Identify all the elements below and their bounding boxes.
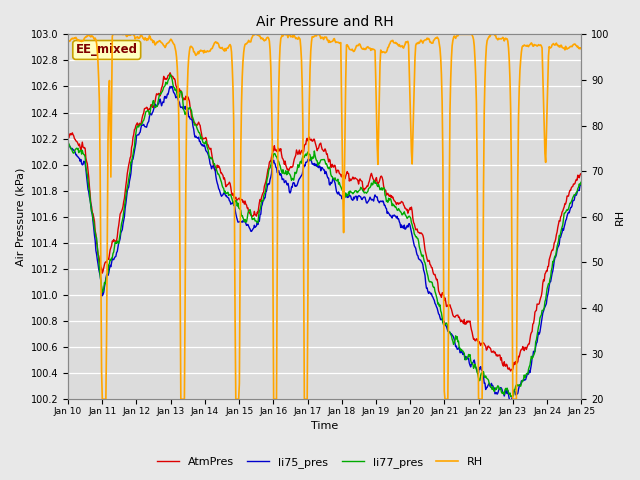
Title: Air Pressure and RH: Air Pressure and RH — [256, 15, 394, 29]
RH — [99, 396, 106, 402]
Line: RH: RH — [68, 35, 581, 399]
AtmPres — [74, 139, 81, 145]
RH — [403, 39, 411, 45]
RH — [74, 36, 81, 42]
li77_pres — [166, 72, 174, 77]
AtmPres — [166, 70, 174, 76]
li75_pres — [506, 398, 514, 404]
AtmPres — [64, 133, 72, 139]
Line: li77_pres: li77_pres — [68, 74, 581, 396]
RH — [577, 45, 585, 51]
Line: AtmPres: AtmPres — [68, 73, 581, 371]
RH — [388, 37, 396, 43]
li75_pres — [126, 175, 134, 181]
AtmPres — [206, 146, 214, 152]
RH — [207, 47, 214, 52]
Line: li75_pres: li75_pres — [68, 86, 581, 401]
li77_pres — [74, 146, 81, 152]
li77_pres — [206, 154, 214, 160]
li77_pres — [179, 100, 187, 106]
li75_pres — [64, 142, 72, 147]
li77_pres — [388, 199, 396, 205]
AtmPres — [179, 95, 187, 100]
AtmPres — [126, 155, 134, 161]
li77_pres — [507, 394, 515, 399]
li75_pres — [577, 181, 585, 187]
li77_pres — [577, 179, 585, 185]
RH — [128, 32, 136, 37]
AtmPres — [388, 193, 396, 199]
AtmPres — [403, 207, 410, 213]
Y-axis label: Air Pressure (kPa): Air Pressure (kPa) — [15, 168, 25, 266]
li75_pres — [179, 106, 187, 112]
AtmPres — [507, 368, 515, 374]
RH — [64, 37, 72, 43]
li75_pres — [74, 154, 81, 159]
li77_pres — [403, 214, 410, 219]
X-axis label: Time: Time — [311, 421, 339, 432]
li77_pres — [126, 168, 134, 174]
AtmPres — [577, 172, 585, 178]
Y-axis label: RH: RH — [615, 209, 625, 225]
li75_pres — [388, 214, 396, 220]
li75_pres — [206, 161, 214, 167]
RH — [109, 32, 117, 37]
Text: EE_mixed: EE_mixed — [76, 44, 138, 57]
li75_pres — [403, 224, 410, 230]
li75_pres — [166, 84, 174, 89]
li77_pres — [64, 140, 72, 146]
Legend: AtmPres, li75_pres, li77_pres, RH: AtmPres, li75_pres, li77_pres, RH — [152, 452, 488, 472]
RH — [180, 396, 188, 402]
